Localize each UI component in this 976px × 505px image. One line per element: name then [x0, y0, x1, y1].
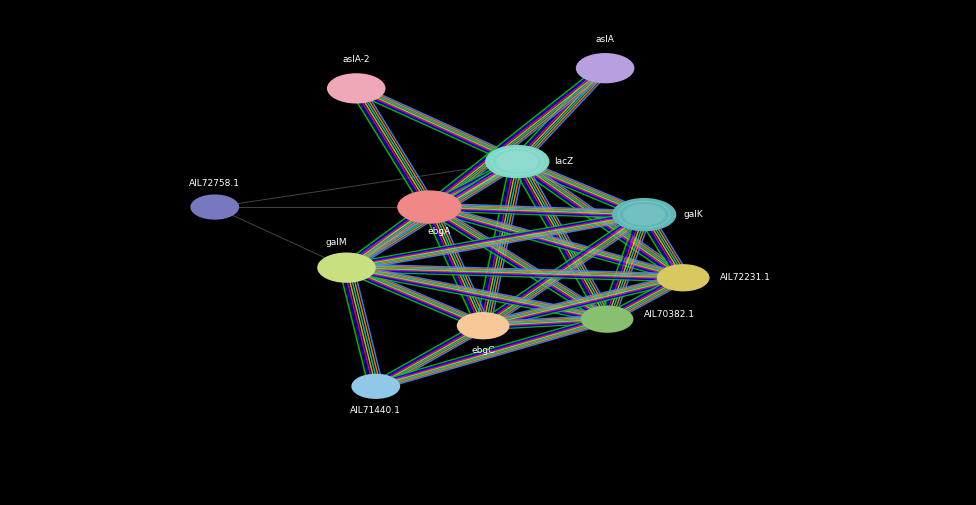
Text: lacZ: lacZ: [554, 157, 574, 166]
Circle shape: [624, 204, 665, 225]
Text: AIL72231.1: AIL72231.1: [720, 273, 771, 282]
Circle shape: [397, 190, 462, 224]
Text: asIA-2: asIA-2: [343, 55, 370, 64]
Circle shape: [327, 73, 386, 104]
Circle shape: [457, 312, 509, 339]
Text: ebgA: ebgA: [427, 227, 451, 236]
Text: AIL71440.1: AIL71440.1: [350, 406, 401, 415]
Circle shape: [576, 53, 634, 83]
Circle shape: [485, 145, 549, 178]
Text: galM: galM: [326, 238, 347, 247]
Circle shape: [190, 194, 239, 220]
Circle shape: [351, 374, 400, 399]
Text: asIA: asIA: [595, 35, 615, 44]
Text: galK: galK: [683, 210, 703, 219]
Circle shape: [581, 306, 633, 333]
Text: AIL70382.1: AIL70382.1: [644, 310, 695, 319]
Circle shape: [612, 198, 676, 231]
Circle shape: [317, 252, 376, 283]
Text: ebgC: ebgC: [471, 346, 495, 355]
Circle shape: [497, 151, 538, 172]
Circle shape: [657, 264, 710, 291]
Text: AIL72758.1: AIL72758.1: [189, 179, 240, 188]
